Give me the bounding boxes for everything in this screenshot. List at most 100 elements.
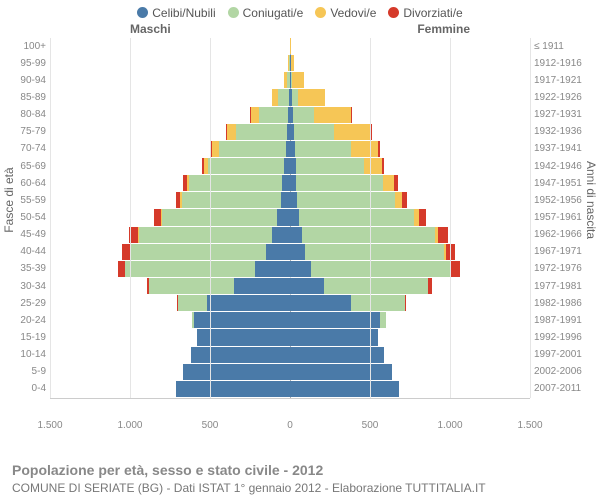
seg-widowed bbox=[395, 192, 402, 208]
seg-divorced bbox=[122, 244, 129, 260]
seg-widowed bbox=[291, 55, 294, 71]
seg-single bbox=[277, 209, 290, 225]
bar-male bbox=[50, 158, 290, 174]
bar-female bbox=[290, 261, 530, 277]
seg-divorced bbox=[402, 192, 407, 208]
bar-male bbox=[50, 141, 290, 157]
bar-female bbox=[290, 329, 530, 345]
y-left-tick: 40-44 bbox=[6, 247, 46, 257]
y-left-tick: 15-19 bbox=[6, 333, 46, 343]
x-tick: 1.500 bbox=[37, 420, 62, 431]
bar-male bbox=[50, 107, 290, 123]
bar-female bbox=[290, 381, 530, 397]
seg-divorced bbox=[428, 278, 432, 294]
bar-male bbox=[50, 209, 290, 225]
seg-single bbox=[176, 381, 290, 397]
pyramid-row bbox=[50, 158, 530, 175]
y-right-tick: 1917-1921 bbox=[534, 76, 596, 86]
bar-female bbox=[290, 312, 530, 328]
bar-female bbox=[290, 55, 530, 71]
seg-single bbox=[255, 261, 290, 277]
seg-divorced bbox=[438, 227, 448, 243]
bar-female bbox=[290, 107, 530, 123]
seg-single bbox=[191, 347, 290, 363]
legend-swatch bbox=[137, 7, 148, 18]
bar-female bbox=[290, 244, 530, 260]
seg-single bbox=[194, 312, 290, 328]
legend: Celibi/NubiliConiugati/eVedovi/eDivorzia… bbox=[0, 0, 600, 22]
bar-male bbox=[50, 381, 290, 397]
bar-female bbox=[290, 158, 530, 174]
seg-divorced bbox=[405, 295, 406, 311]
y-left-tick: 95-99 bbox=[6, 59, 46, 69]
seg-single bbox=[290, 261, 311, 277]
seg-married bbox=[294, 124, 334, 140]
bar-female bbox=[290, 209, 530, 225]
bar-male bbox=[50, 295, 290, 311]
seg-widowed bbox=[298, 89, 325, 105]
seg-widowed bbox=[251, 107, 260, 123]
y-left-tick: 60-64 bbox=[6, 179, 46, 189]
pyramid-row bbox=[50, 227, 530, 244]
bar-male bbox=[50, 278, 290, 294]
bar-male bbox=[50, 38, 290, 54]
pyramid-row bbox=[50, 261, 530, 278]
seg-married bbox=[296, 158, 365, 174]
bar-male bbox=[50, 175, 290, 191]
pyramid-row bbox=[50, 364, 530, 381]
bar-male bbox=[50, 55, 290, 71]
seg-married bbox=[182, 192, 281, 208]
pyramid-row bbox=[50, 107, 530, 124]
seg-widowed bbox=[383, 175, 394, 191]
grid-line bbox=[210, 38, 211, 398]
seg-single bbox=[281, 192, 290, 208]
y-right-tick: 1997-2001 bbox=[534, 350, 596, 360]
seg-single bbox=[290, 381, 399, 397]
pyramid-row bbox=[50, 295, 530, 312]
seg-single bbox=[290, 295, 351, 311]
y-right-tick: 1912-1916 bbox=[534, 59, 596, 69]
legend-label: Vedovi/e bbox=[330, 6, 376, 20]
seg-widowed bbox=[364, 158, 382, 174]
bar-female bbox=[290, 278, 530, 294]
y-left-tick: 80-84 bbox=[6, 110, 46, 120]
y-right-tick: ≤ 1911 bbox=[534, 42, 596, 52]
y-right-tick: 2007-2011 bbox=[534, 384, 596, 394]
y-right-tick: 1937-1941 bbox=[534, 144, 596, 154]
grid-line bbox=[50, 38, 51, 398]
y-left-tick: 85-89 bbox=[6, 93, 46, 103]
seg-married bbox=[351, 295, 405, 311]
pyramid-row bbox=[50, 38, 530, 55]
legend-swatch bbox=[228, 7, 239, 18]
y-left-tick: 5-9 bbox=[6, 367, 46, 377]
y-left-tick: 50-54 bbox=[6, 213, 46, 223]
seg-married bbox=[208, 158, 285, 174]
seg-single bbox=[282, 175, 290, 191]
y-left-tick: 20-24 bbox=[6, 316, 46, 326]
bar-female bbox=[290, 124, 530, 140]
seg-divorced bbox=[154, 209, 161, 225]
seg-divorced bbox=[451, 261, 460, 277]
seg-single bbox=[290, 312, 380, 328]
seg-widowed bbox=[334, 124, 371, 140]
bar-male bbox=[50, 192, 290, 208]
y-left-axis: 0-45-910-1415-1920-2425-2930-3435-3940-4… bbox=[6, 38, 46, 418]
seg-married bbox=[236, 124, 287, 140]
seg-single bbox=[197, 329, 290, 345]
seg-married bbox=[162, 209, 277, 225]
bar-female bbox=[290, 38, 530, 54]
y-right-tick: 1962-1966 bbox=[534, 230, 596, 240]
seg-married bbox=[219, 141, 286, 157]
x-tick: 1.000 bbox=[117, 420, 142, 431]
seg-single bbox=[290, 364, 392, 380]
bar-female bbox=[290, 72, 530, 88]
grid-line bbox=[530, 38, 531, 398]
legend-item: Vedovi/e bbox=[315, 6, 376, 20]
pyramid-row bbox=[50, 89, 530, 106]
y-left-tick: 100+ bbox=[6, 42, 46, 52]
seg-widowed bbox=[292, 72, 304, 88]
legend-item: Coniugati/e bbox=[228, 6, 304, 20]
bar-male bbox=[50, 312, 290, 328]
bar-female bbox=[290, 227, 530, 243]
bar-male bbox=[50, 89, 290, 105]
